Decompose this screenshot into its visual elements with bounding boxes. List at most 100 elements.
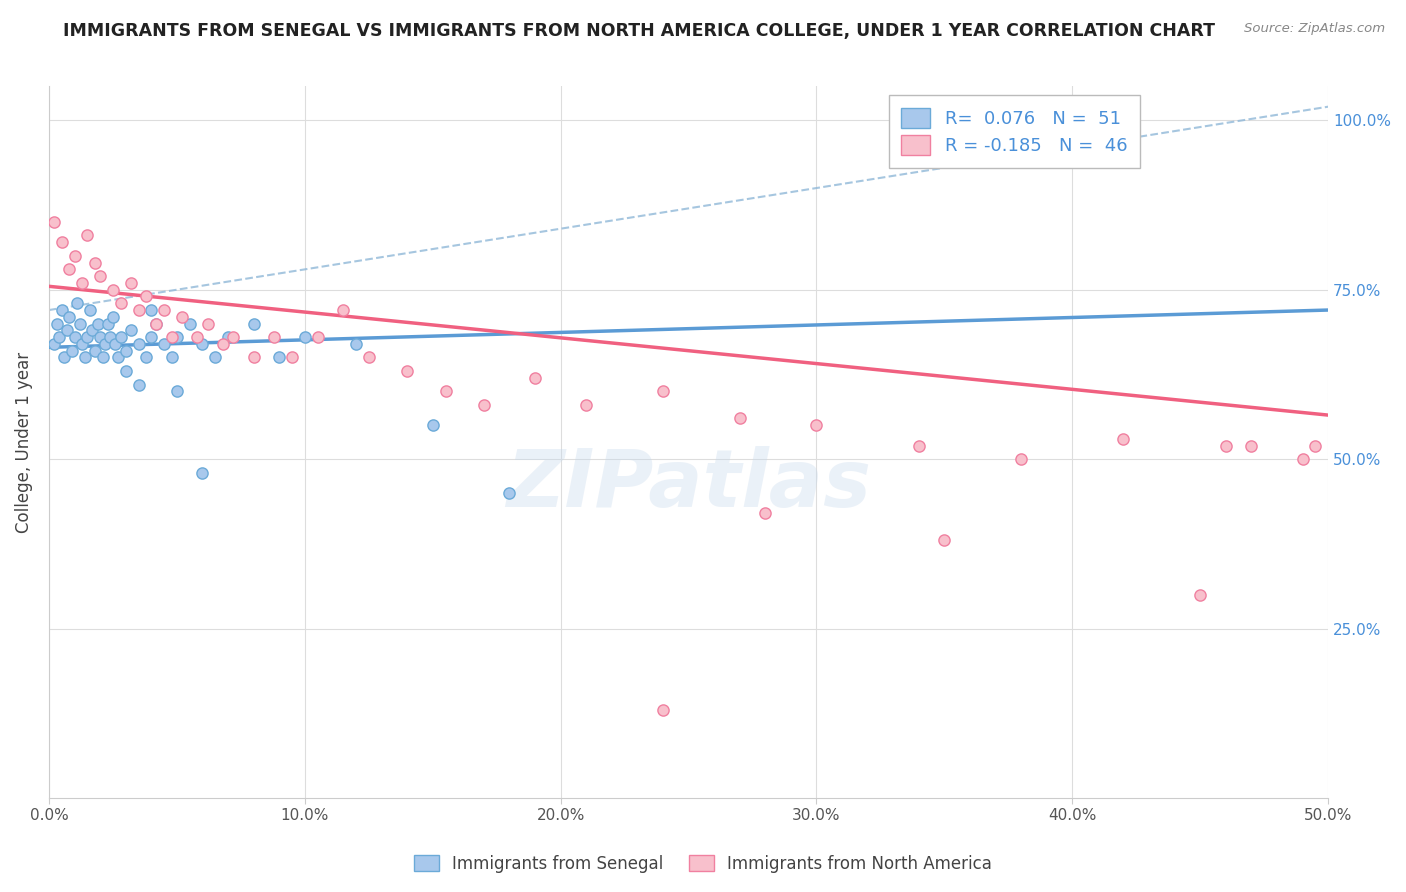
Point xyxy=(1215,439,1237,453)
Point xyxy=(63,330,86,344)
Point xyxy=(120,323,142,337)
Point xyxy=(128,377,150,392)
Point xyxy=(145,317,167,331)
Point xyxy=(101,283,124,297)
Point xyxy=(51,235,73,250)
Point xyxy=(1112,432,1135,446)
Legend: Immigrants from Senegal, Immigrants from North America: Immigrants from Senegal, Immigrants from… xyxy=(408,848,998,880)
Point xyxy=(60,343,83,358)
Point xyxy=(66,296,89,310)
Point xyxy=(128,303,150,318)
Point xyxy=(242,351,264,365)
Point xyxy=(104,337,127,351)
Point xyxy=(263,330,285,344)
Text: ZIPatlas: ZIPatlas xyxy=(506,446,872,524)
Point xyxy=(934,533,956,548)
Point xyxy=(86,317,108,331)
Point xyxy=(82,323,104,337)
Point xyxy=(1305,439,1327,453)
Point xyxy=(166,384,188,399)
Point xyxy=(114,364,136,378)
Point xyxy=(97,317,120,331)
Point xyxy=(191,337,214,351)
Point xyxy=(56,323,79,337)
Point xyxy=(89,269,111,284)
Point xyxy=(53,351,76,365)
Point xyxy=(135,289,157,303)
Point xyxy=(197,317,219,331)
Point xyxy=(94,337,117,351)
Point xyxy=(332,303,354,318)
Point xyxy=(153,303,176,318)
Point xyxy=(76,228,98,243)
Text: Source: ZipAtlas.com: Source: ZipAtlas.com xyxy=(1244,22,1385,36)
Legend: R=  0.076   N =  51, R = -0.185   N =  46: R= 0.076 N = 51, R = -0.185 N = 46 xyxy=(889,95,1140,168)
Point xyxy=(575,398,598,412)
Point xyxy=(120,276,142,290)
Point xyxy=(141,330,163,344)
Point xyxy=(422,418,444,433)
Point xyxy=(84,255,107,269)
Point xyxy=(472,398,495,412)
Point xyxy=(91,351,114,365)
Point xyxy=(110,330,132,344)
Point xyxy=(100,330,122,344)
Point xyxy=(166,330,188,344)
Point xyxy=(269,351,291,365)
Point xyxy=(79,303,101,318)
Point xyxy=(42,337,65,351)
Point xyxy=(141,303,163,318)
Point xyxy=(222,330,245,344)
Point xyxy=(186,330,208,344)
Point xyxy=(110,296,132,310)
Y-axis label: College, Under 1 year: College, Under 1 year xyxy=(15,351,32,533)
Point xyxy=(128,337,150,351)
Point xyxy=(153,337,176,351)
Point xyxy=(191,466,214,480)
Point xyxy=(307,330,329,344)
Text: IMMIGRANTS FROM SENEGAL VS IMMIGRANTS FROM NORTH AMERICA COLLEGE, UNDER 1 YEAR C: IMMIGRANTS FROM SENEGAL VS IMMIGRANTS FR… xyxy=(63,22,1215,40)
Point xyxy=(70,337,93,351)
Point xyxy=(58,310,80,324)
Point xyxy=(76,330,98,344)
Point xyxy=(396,364,419,378)
Point xyxy=(179,317,201,331)
Point xyxy=(170,310,193,324)
Point xyxy=(70,276,93,290)
Point xyxy=(58,262,80,277)
Point xyxy=(498,486,520,500)
Point xyxy=(48,330,70,344)
Point xyxy=(728,411,751,425)
Point xyxy=(294,330,316,344)
Point xyxy=(101,310,124,324)
Point xyxy=(42,215,65,229)
Point xyxy=(652,384,675,399)
Point xyxy=(242,317,264,331)
Point xyxy=(281,351,304,365)
Point xyxy=(524,371,547,385)
Point xyxy=(69,317,91,331)
Point xyxy=(357,351,380,365)
Point xyxy=(114,343,136,358)
Point xyxy=(145,317,167,331)
Point xyxy=(1291,452,1313,467)
Point xyxy=(754,507,776,521)
Point xyxy=(63,249,86,263)
Point xyxy=(135,351,157,365)
Point xyxy=(160,351,183,365)
Point xyxy=(344,337,367,351)
Point xyxy=(907,439,929,453)
Point xyxy=(652,703,675,717)
Point xyxy=(212,337,235,351)
Point xyxy=(806,418,828,433)
Point xyxy=(45,317,67,331)
Point xyxy=(1010,452,1032,467)
Point xyxy=(1240,439,1263,453)
Point xyxy=(73,351,96,365)
Point xyxy=(1189,588,1212,602)
Point xyxy=(84,343,107,358)
Point xyxy=(107,351,129,365)
Point xyxy=(434,384,457,399)
Point xyxy=(89,330,111,344)
Point xyxy=(160,330,183,344)
